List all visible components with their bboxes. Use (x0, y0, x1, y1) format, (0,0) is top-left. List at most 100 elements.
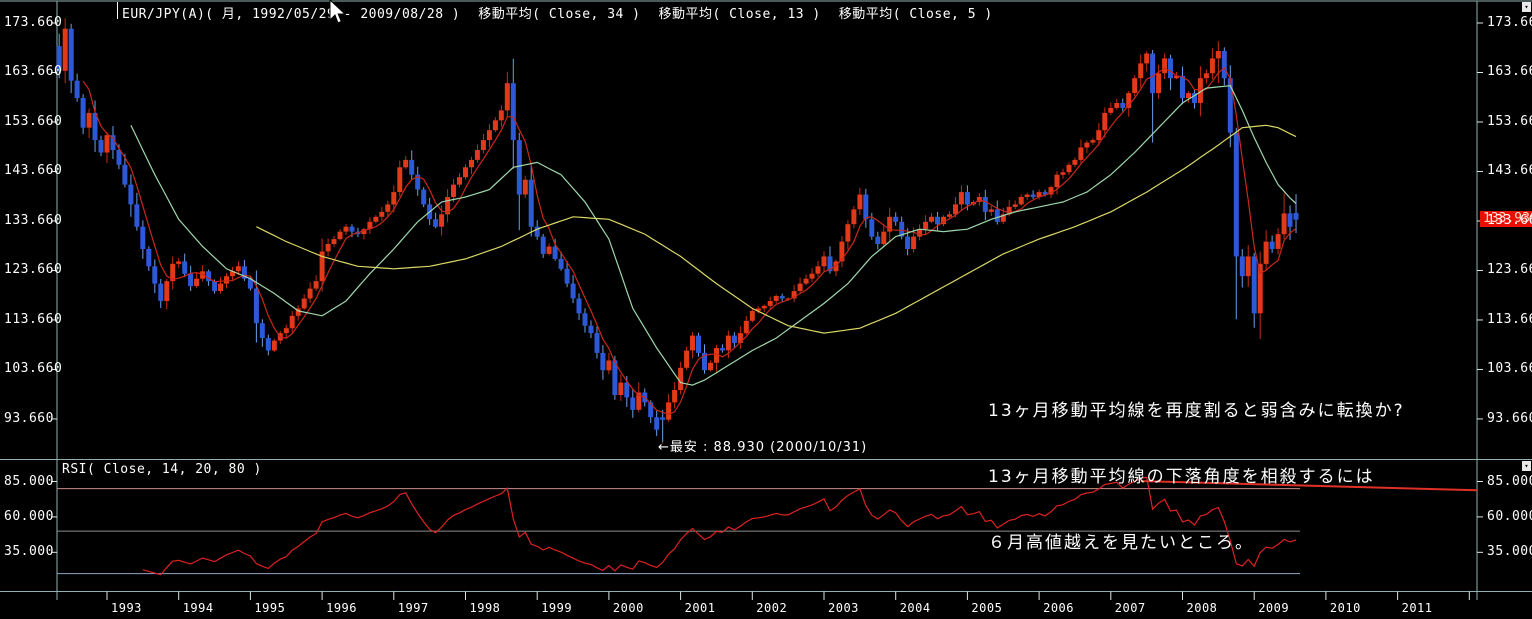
candle-body (1132, 78, 1138, 93)
candle-body (403, 159, 409, 168)
candle-body (433, 219, 439, 227)
candle-body (636, 392, 642, 410)
chart-header: EUR/JPY(A)( 月, 1992/05/29 - 2009/08/28 )… (122, 3, 993, 22)
candle-body (319, 251, 325, 282)
candle-body (146, 249, 152, 267)
year-axis-label: 1995 (254, 601, 286, 615)
record-low-annotation: ←最安 : 88.930 (2000/10/31) (658, 440, 868, 455)
candle-body (839, 241, 845, 262)
candle-body (325, 244, 331, 252)
candle-body (618, 382, 624, 395)
candle-body (397, 167, 403, 192)
candle-body (1120, 103, 1126, 108)
candle-body (929, 216, 934, 222)
candle-body (516, 140, 522, 195)
candle-body (457, 177, 462, 185)
candle-body (128, 184, 134, 205)
candle-body (1096, 130, 1102, 141)
rsi-axis-label-right: 35.000 (1487, 544, 1532, 560)
candle-body (415, 174, 421, 190)
candle-body (230, 271, 235, 277)
candle-body (863, 194, 869, 220)
rsi-panel-menu-button[interactable]: ▾ (1522, 461, 1531, 471)
price-axis-label-left: 153.660 (4, 113, 63, 129)
candle-body (1150, 53, 1156, 94)
candle-body (1192, 93, 1197, 103)
candle-body (648, 402, 654, 418)
candle-body (74, 80, 80, 98)
candle-body (68, 28, 74, 81)
candle-body (1293, 212, 1299, 220)
candle-body (421, 189, 427, 205)
price-axis-label-left: 103.660 (4, 361, 63, 377)
candle-body (361, 229, 367, 235)
candle-body (212, 281, 218, 292)
price-axis-label-right: 143.660 (1487, 163, 1532, 179)
main-panel-menu-button[interactable]: ▾ (1522, 2, 1531, 12)
candle-body (857, 194, 863, 210)
candle-body (678, 367, 684, 391)
candle-body (899, 221, 905, 237)
candle-body (582, 313, 588, 326)
candle-body (1233, 132, 1239, 257)
price-axis-label-left: 163.660 (4, 64, 63, 80)
candle-body (588, 325, 594, 334)
year-axis-label: 2010 (1329, 601, 1361, 615)
candle-body (917, 229, 923, 237)
candle-body (92, 112, 98, 141)
candle-body (158, 283, 164, 301)
price-axis-label-right: 133.660 (1487, 212, 1532, 228)
price-axis-label-right: 93.660 (1487, 410, 1532, 426)
candle-body (1257, 263, 1263, 314)
candle-body (1221, 51, 1227, 79)
candle-body (672, 390, 678, 403)
candle-body (367, 221, 373, 230)
candle-body (731, 335, 737, 343)
candle-body (773, 296, 779, 301)
year-axis-label: 1996 (326, 601, 357, 615)
candle-body (439, 214, 445, 227)
candle-body (767, 301, 773, 306)
candle-body (259, 323, 265, 338)
candle-body (122, 164, 128, 185)
year-axis-label: 2006 (1043, 601, 1074, 615)
rsi-axis-label-right: 85.000 (1487, 473, 1532, 489)
candle-body (313, 281, 319, 289)
candle-body (1180, 75, 1185, 99)
candle-body (110, 135, 116, 150)
candle-body (624, 382, 630, 398)
candle-body (140, 226, 146, 249)
candle-body (486, 130, 492, 141)
candle-body (803, 278, 809, 284)
ma5-line (82, 66, 1297, 415)
candle-body (474, 150, 480, 160)
candle-body (1030, 194, 1036, 197)
candle-body (1024, 194, 1030, 197)
candle-body (875, 236, 881, 244)
year-axis-label: 2007 (1114, 601, 1146, 615)
candle-body (295, 308, 301, 316)
candle-body (188, 273, 194, 287)
candle-body (1084, 142, 1090, 148)
candle-body (265, 338, 271, 351)
candle-body (612, 360, 618, 395)
candle-body (1072, 159, 1078, 165)
candle-body (958, 192, 964, 205)
candle-body (809, 273, 815, 279)
candle-body (283, 328, 289, 334)
price-axis-label-right: 123.660 (1487, 262, 1532, 278)
candle-body (104, 135, 110, 153)
candle-body (182, 261, 188, 274)
year-axis-label: 2011 (1401, 601, 1433, 615)
candle-body (218, 283, 223, 291)
candlesticks (56, 18, 1299, 443)
year-axis-label: 2004 (899, 601, 931, 615)
candle-body (1197, 78, 1203, 103)
candle-body (480, 140, 486, 150)
rsi-axis-label-right: 60.000 (1487, 508, 1532, 524)
candle-body (409, 159, 415, 175)
candle-body (349, 226, 355, 232)
candle-body (1269, 241, 1275, 249)
year-axis-label: 2009 (1258, 601, 1290, 615)
candle-body (194, 278, 200, 287)
